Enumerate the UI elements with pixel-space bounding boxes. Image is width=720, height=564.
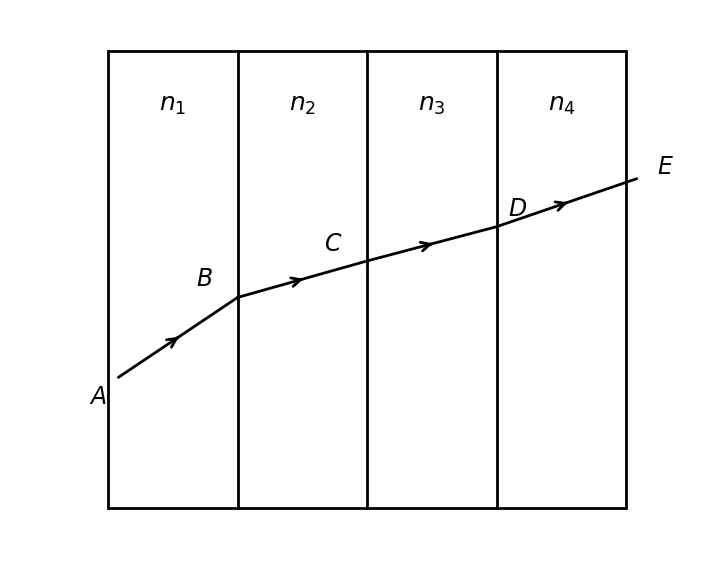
- Bar: [108, 51, 626, 508]
- Text: $n_4$: $n_4$: [548, 94, 575, 117]
- Text: $n_1$: $n_1$: [159, 94, 186, 117]
- Text: $n_2$: $n_2$: [289, 94, 316, 117]
- Text: $B$: $B$: [196, 268, 212, 290]
- Text: $n_3$: $n_3$: [418, 94, 446, 117]
- Text: $E$: $E$: [657, 156, 674, 179]
- Text: $D$: $D$: [508, 198, 527, 221]
- Text: $A$: $A$: [89, 386, 107, 409]
- Text: $C$: $C$: [324, 233, 343, 257]
